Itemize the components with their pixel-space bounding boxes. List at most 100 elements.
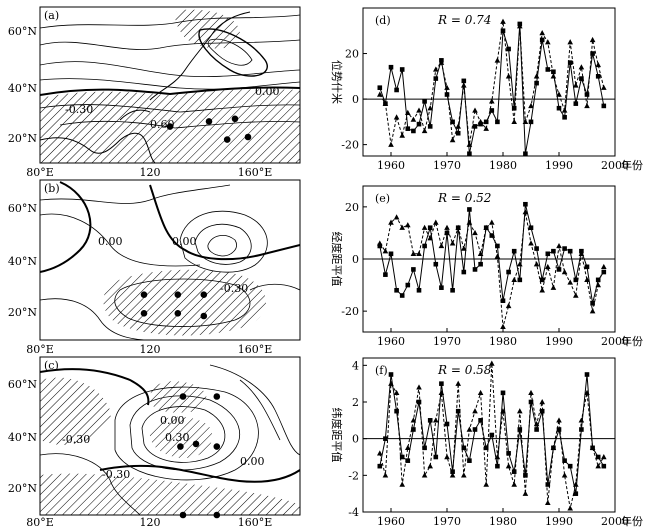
data-point-triangle <box>573 82 579 88</box>
data-point-square <box>377 463 383 469</box>
data-point-triangle <box>539 399 545 405</box>
lat-tick: 20°N <box>8 482 37 495</box>
data-point-square <box>427 418 433 423</box>
data-point-triangle <box>545 499 551 506</box>
data-point-triangle <box>427 463 433 469</box>
contour-line <box>40 298 151 340</box>
lon-tick: 160°E <box>238 166 273 179</box>
x-tick-label: 1990 <box>545 335 573 348</box>
data-point-square <box>439 381 444 386</box>
data-point-square <box>528 225 534 231</box>
data-point-square <box>439 285 444 290</box>
data-point-square <box>377 243 383 249</box>
data-point-triangle <box>472 107 478 113</box>
contour-line <box>40 104 300 113</box>
data-point-triangle <box>573 481 579 487</box>
data-point-square <box>545 67 551 72</box>
lon-tick: 120 <box>140 166 161 179</box>
data-point-square <box>567 60 573 65</box>
data-point-triangle <box>410 116 417 122</box>
contour-line-bold <box>99 464 300 483</box>
data-point-square <box>383 436 388 441</box>
data-point-triangle <box>589 444 596 451</box>
data-point-square <box>422 445 427 451</box>
correlation-annotation: R = 0.74 <box>437 13 491 27</box>
data-point-square <box>478 261 483 267</box>
data-point-triangle <box>483 224 489 230</box>
contour-line <box>209 364 300 456</box>
data-point-square <box>411 267 416 272</box>
data-point-square <box>528 119 534 125</box>
data-point-square <box>399 293 405 298</box>
data-point-square <box>411 427 416 432</box>
data-point-square <box>506 46 511 52</box>
data-point-square <box>472 124 478 129</box>
contour-line-bold <box>40 368 150 406</box>
lat-tick: 40°N <box>8 82 37 95</box>
y-tick-label: 4 <box>352 359 359 372</box>
data-point-square <box>472 267 478 272</box>
contour-line <box>194 224 252 265</box>
x-tick-label: 1960 <box>377 335 405 348</box>
data-point-square <box>472 427 478 432</box>
data-point-triangle <box>567 505 573 511</box>
data-point-square <box>523 201 528 207</box>
data-point-triangle <box>500 18 506 24</box>
data-point-triangle <box>522 209 529 215</box>
x-tick-label: 1970 <box>433 335 461 348</box>
data-point-square <box>399 67 405 72</box>
data-point-square <box>562 246 567 251</box>
data-point-square <box>483 445 489 451</box>
y-tick-label: -4 <box>348 506 359 519</box>
data-point-triangle <box>455 224 461 230</box>
y-tick-label: 20 <box>345 48 359 61</box>
station-point <box>200 291 208 298</box>
data-point-triangle <box>500 408 506 414</box>
data-point-triangle <box>584 276 590 283</box>
hatched-region <box>40 473 300 515</box>
data-point-triangle <box>405 109 411 115</box>
data-point-triangle <box>449 472 456 478</box>
data-point-triangle <box>444 84 450 90</box>
data-point-triangle <box>421 224 428 230</box>
data-point-square <box>523 151 528 157</box>
data-point-square <box>433 261 439 267</box>
contour-label: 0.00 <box>160 414 185 427</box>
data-point-triangle <box>505 73 512 79</box>
station-point <box>213 511 221 519</box>
station-point <box>174 291 182 298</box>
data-point-square <box>500 298 506 304</box>
data-point-triangle <box>427 235 433 241</box>
contour-label: 0.00 <box>98 235 123 248</box>
data-point-triangle <box>589 308 596 314</box>
data-point-square <box>427 225 433 231</box>
data-point-triangle <box>561 269 568 275</box>
data-point-square <box>534 427 539 432</box>
data-point-square <box>495 243 500 249</box>
data-point-triangle <box>438 242 445 249</box>
data-point-square <box>573 277 579 283</box>
hatched-region <box>103 269 267 336</box>
data-point-triangle <box>500 323 506 329</box>
data-point-square <box>405 282 411 288</box>
data-point-triangle <box>511 276 517 283</box>
data-point-square <box>450 119 455 125</box>
x-tick-label: 1980 <box>489 335 517 348</box>
data-point-triangle <box>477 118 484 125</box>
contour-line-bold <box>40 86 300 96</box>
data-point-square <box>394 408 399 414</box>
contour-line <box>129 395 241 471</box>
data-point-triangle <box>539 30 545 36</box>
data-point-triangle <box>511 118 517 125</box>
contour-line <box>59 120 300 129</box>
data-point-square <box>388 64 394 70</box>
data-point-square <box>551 248 556 254</box>
series-line-dashed <box>379 363 605 509</box>
contour-line <box>40 39 300 50</box>
data-point-square <box>433 454 439 460</box>
data-point-square <box>528 399 534 405</box>
data-point-triangle <box>522 118 529 125</box>
x-axis-label: 年份 <box>621 514 643 528</box>
data-point-square <box>422 99 427 104</box>
